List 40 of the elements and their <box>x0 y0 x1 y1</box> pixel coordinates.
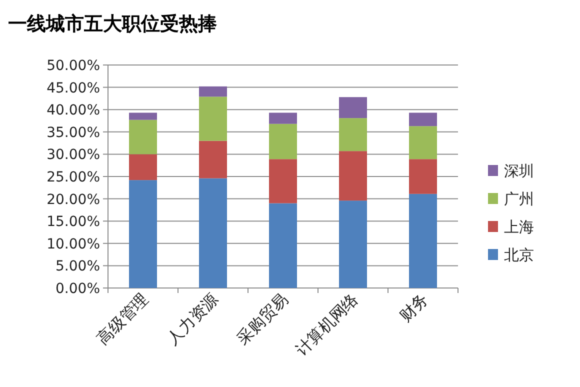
y-tick-label: 25.00% <box>46 170 100 186</box>
bar <box>409 159 437 194</box>
y-tick-label: 20.00% <box>46 192 100 208</box>
bar <box>199 140 227 178</box>
bar <box>129 154 157 180</box>
bar <box>129 120 157 154</box>
bar <box>129 180 157 288</box>
legend-label: 广州 <box>504 190 534 208</box>
legend-label: 北京 <box>504 246 534 264</box>
bar <box>269 159 297 204</box>
legend-label: 深圳 <box>504 162 534 180</box>
bar <box>339 118 367 152</box>
bar <box>199 86 227 97</box>
y-tick-label: 15.00% <box>46 214 100 230</box>
y-tick-label: 0.00% <box>56 281 100 297</box>
legend-label: 上海 <box>504 218 534 236</box>
bar <box>339 151 367 201</box>
bar <box>409 112 437 126</box>
y-tick-label: 30.00% <box>46 147 100 164</box>
bar <box>269 203 297 288</box>
x-tick-label: 人力资源 <box>163 289 222 348</box>
bar <box>339 200 367 288</box>
bar <box>409 194 437 288</box>
bar <box>269 124 297 160</box>
bar <box>339 97 367 118</box>
bar <box>129 112 157 120</box>
bar <box>199 96 227 141</box>
bar <box>199 178 227 288</box>
x-tick-label: 采购贸易 <box>233 289 292 348</box>
bar <box>269 112 297 124</box>
bar <box>409 126 437 160</box>
y-tick-label: 5.00% <box>56 258 100 275</box>
y-tick-label: 40.00% <box>46 102 100 119</box>
y-tick-label: 10.00% <box>46 236 100 252</box>
x-tick-label: 财务 <box>396 289 432 326</box>
x-tick-label: 计算机网络 <box>292 289 362 360</box>
y-tick-label: 50.00% <box>46 58 100 74</box>
y-tick-label: 45.00% <box>46 80 100 96</box>
chart-title: 一线城市五大职位受热捧 <box>8 13 218 35</box>
y-tick-label: 35.00% <box>46 124 100 141</box>
